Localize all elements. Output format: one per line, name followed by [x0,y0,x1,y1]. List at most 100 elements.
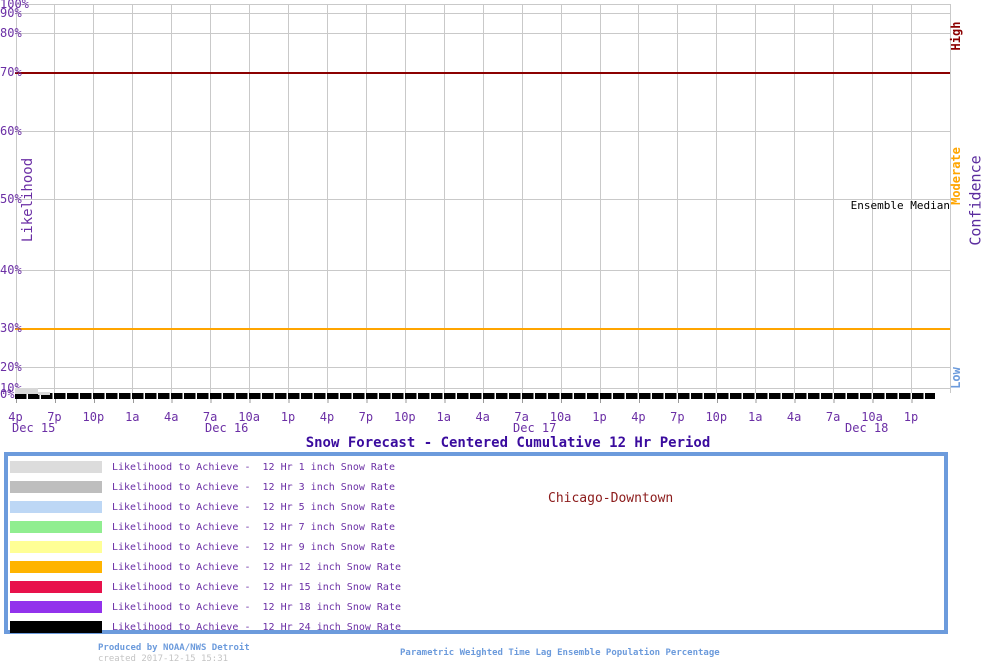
legend-row: Likelihood to Achieve - 12 Hr 1 inch Sno… [10,460,395,474]
location-label: Chicago-Downtown [548,491,674,506]
time-tick-label: 4a [786,410,802,424]
legend-label: Likelihood to Achieve - 12 Hr 12 inch Sn… [112,561,401,573]
legend-label: Likelihood to Achieve - 12 Hr 18 inch Sn… [112,601,401,613]
date-label: Dec 15 [12,421,56,435]
vertical-gridline [521,3,523,393]
legend-row: Likelihood to Achieve - 12 Hr 9 inch Sno… [10,540,395,554]
y-axis-tick-label: 0% [0,387,15,401]
legend-swatch [10,541,102,553]
legend-swatch [10,481,102,493]
confidence-moderate-label: Moderate [949,147,963,205]
time-tick-label: 1p [280,410,296,424]
time-tick-label: 4p [8,410,23,424]
series-1inch-start-segment [38,391,50,395]
vertical-gridline [872,3,874,393]
x-axis-zero-bar [15,393,935,399]
time-tick-label: 4p [631,410,646,424]
time-tick-label: 7p [358,410,374,424]
time-tick-label: 1a [436,410,451,424]
method-caption: Parametric Weighted Time Lag Ensemble Po… [400,648,720,658]
vertical-gridline [210,3,212,393]
time-tick-label: 10p [82,410,105,424]
vertical-gridline [365,3,367,393]
y-axis-tick-label: 40% [0,262,22,277]
time-tick-label: 10p [393,410,416,424]
horizontal-gridline [15,367,951,368]
horizontal-gridline [15,12,951,14]
legend-swatch [10,521,102,533]
vertical-gridline [93,3,95,393]
vertical-gridline [755,3,757,393]
time-tick-label: 1a [747,410,763,424]
time-tick-label: 10a [861,410,883,424]
y-axis-tick-label: 80% [0,25,22,40]
plot-area: 100% 90% 80% 70% 60% 50% 40% 30% 20% 10% 0% 4p 7p 10p… [0,0,951,435]
time-tick-label: 7a [202,410,218,424]
vertical-gridline [404,3,406,393]
time-tick-label: 1a [125,410,140,424]
ensemble-median-label: Ensemble Median [850,199,950,212]
vertical-gridline [15,3,17,393]
time-tick-label: 7p [670,410,685,424]
vertical-gridline [949,3,951,393]
y-axis-tick-label: 90% [0,5,22,20]
reference-line [15,328,951,330]
legend-row: Likelihood to Achieve - 12 Hr 12 inch Sn… [10,560,401,574]
vertical-gridline [54,3,56,393]
legend-swatch [10,581,102,593]
legend-swatch [10,601,102,613]
legend-label: Likelihood to Achieve - 12 Hr 1 inch Sno… [112,461,395,473]
producer-credit: Produced by NOAA/NWS Detroit [98,643,250,653]
reference-line [15,72,951,74]
vertical-gridline [560,3,562,393]
series-1inch-start-segment [15,388,38,394]
legend-box: Likelihood to Achieve - 12 Hr 1 inch Sno… [4,452,948,634]
vertical-gridline [443,3,445,393]
chart-title: Snow Forecast - Centered Cumulative 12 H… [305,435,711,451]
confidence-high-label: High [949,21,963,51]
time-tick-label: 4a [475,410,490,424]
legend-swatch [10,461,102,473]
horizontal-gridline [15,269,951,271]
horizontal-gridline [15,3,951,5]
vertical-gridline [132,3,134,393]
time-tick-label: 4p [319,410,335,424]
legend-label: Likelihood to Achieve - 12 Hr 5 inch Sno… [112,501,395,513]
vertical-gridline [171,3,173,393]
vertical-gridline [249,3,251,393]
date-label: Dec 17 [513,421,557,435]
x-axis-minor-ticks [15,399,945,403]
time-tick-label: 7p [47,410,62,424]
vertical-gridline [288,3,290,393]
date-label: Dec 18 [845,421,889,435]
legend-row: Likelihood to Achieve - 12 Hr 24 inch Sn… [10,620,401,634]
legend-row: Likelihood to Achieve - 12 Hr 15 inch Sn… [10,580,401,594]
vertical-gridline [638,3,640,393]
vertical-gridline [599,3,601,393]
legend-row: Likelihood to Achieve - 12 Hr 18 inch Sn… [10,600,401,614]
horizontal-gridline [15,199,951,200]
time-tick-label: 1p [903,410,919,424]
legend-label: Likelihood to Achieve - 12 Hr 7 inch Sno… [112,521,395,533]
horizontal-gridline [15,32,951,34]
time-tick-label: 1p [592,410,607,424]
legend-swatch [10,621,102,633]
horizontal-gridline [15,387,951,389]
confidence-low-label: Low [949,367,963,389]
date-label: Dec 16 [205,421,249,435]
time-tick-label: 10p [705,410,728,424]
vertical-gridline [794,3,796,393]
time-tick-label: 7a [514,410,529,424]
legend-label: Likelihood to Achieve - 12 Hr 24 inch Sn… [112,621,401,633]
y-axis-tick-label: 20% [0,360,22,374]
legend-label: Likelihood to Achieve - 12 Hr 3 inch Sno… [112,481,395,493]
right-axis-title: Confidence [966,155,985,246]
vertical-gridline [326,3,328,393]
vertical-gridline [482,3,484,393]
y-axis-tick-label: 50% [0,192,22,206]
y-axis-title: Likelihood [20,157,36,243]
creation-timestamp: created 2017-12-15 15:31 [98,654,229,664]
vertical-gridline [677,3,679,393]
legend-label: Likelihood to Achieve - 12 Hr 15 inch Sn… [112,581,401,593]
